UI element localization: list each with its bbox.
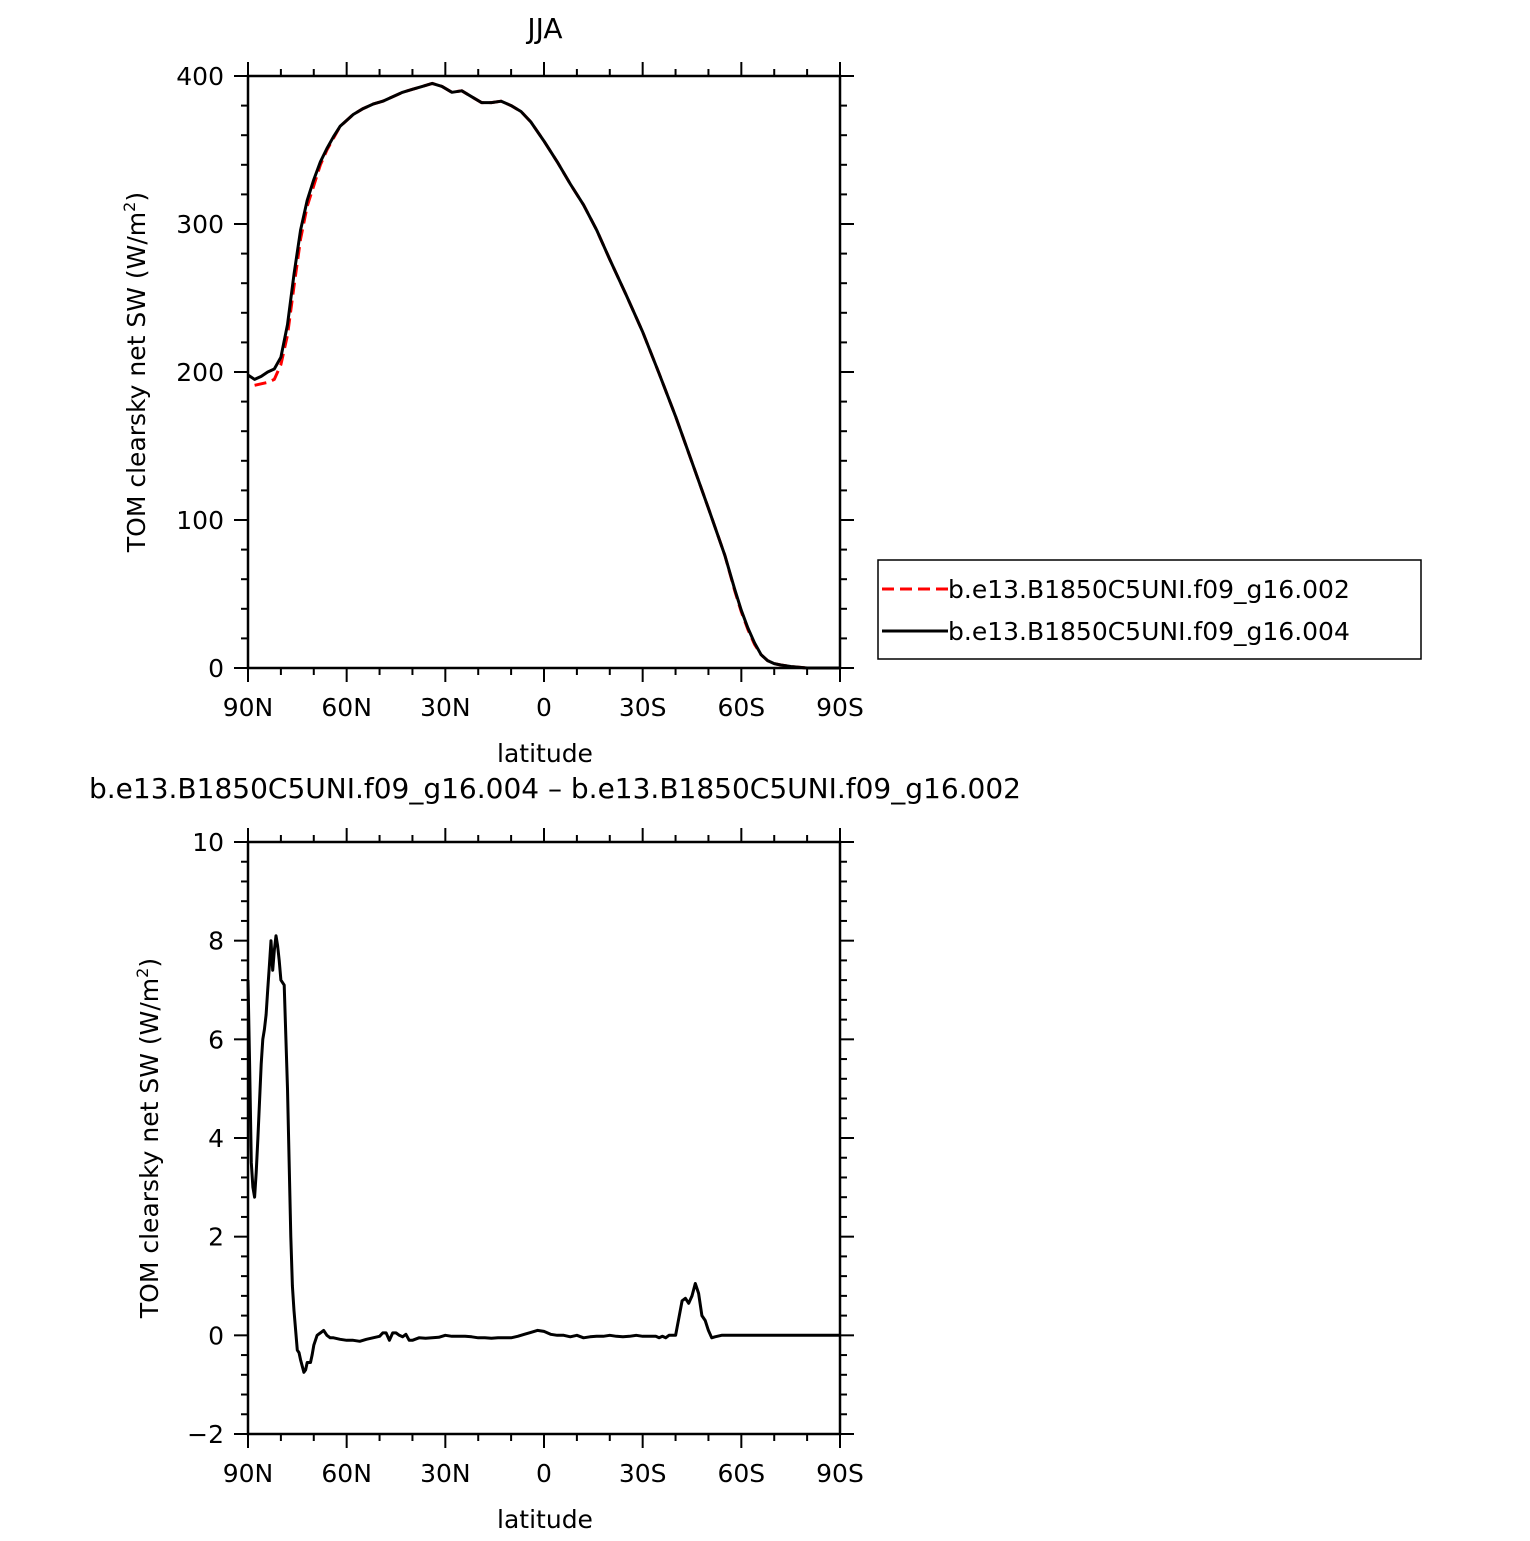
top-chart-x-tick-label: 60S <box>717 693 765 722</box>
bottom-chart-x-tick-label: 90N <box>223 1459 274 1488</box>
bottom-chart-x-tick-label: 90S <box>816 1459 864 1488</box>
bottom-chart: b.e13.B1850C5UNI.f09_g16.004 – b.e13.B18… <box>89 772 1021 1534</box>
top-chart-title: JJA <box>525 12 562 45</box>
bottom-chart-y-tick-label: −2 <box>187 1420 224 1449</box>
top-chart-series-line-0 <box>254 81 834 670</box>
legend: b.e13.B1850C5UNI.f09_g16.002 b.e13.B1850… <box>877 559 1422 660</box>
top-chart-y-tick-label: 400 <box>176 62 224 91</box>
bottom-chart-x-tick-label: 60N <box>321 1459 372 1488</box>
top-chart-x-tick-label: 0 <box>536 693 552 722</box>
bottom-chart-series-line-0 <box>246 934 840 1374</box>
top-chart-y-axis-label: TOM clearsky net SW (W/m2) <box>120 192 151 553</box>
bottom-chart-y-tick-label: 0 <box>208 1321 224 1350</box>
bottom-chart-y-tick-label: 6 <box>208 1025 224 1054</box>
bottom-chart-x-tick-label: 30N <box>420 1459 471 1488</box>
bottom-chart-y-tick-label: 4 <box>208 1124 224 1153</box>
top-chart-plot-frame <box>246 74 842 670</box>
top-chart-series-line-1 <box>247 81 840 670</box>
bottom-chart-y-axis-label: TOM clearsky net SW (W/m2) <box>133 958 164 1319</box>
top-chart-x-axis-label: latitude <box>497 739 593 768</box>
top-chart-x-tick-label: 90S <box>816 693 864 722</box>
bottom-chart-x-tick-label: 0 <box>536 1459 552 1488</box>
bottom-chart-y-tick-label: 10 <box>192 828 224 857</box>
top-chart-x-tick-label: 90N <box>223 693 274 722</box>
top-chart-x-tick-label: 30S <box>619 693 667 722</box>
bottom-chart-x-tick-label: 60S <box>717 1459 765 1488</box>
bottom-chart-y-tick-label: 8 <box>208 927 224 956</box>
top-chart-y-tick-label: 300 <box>176 210 224 239</box>
top-chart-y-tick-label: 0 <box>208 654 224 683</box>
legend-label-series-004: b.e13.B1850C5UNI.f09_g16.004 <box>948 617 1350 646</box>
top-chart: JJA 90N 60N 30N 0 30S 60S 90S 0 100 200 300 400 lat… <box>120 12 1422 768</box>
bottom-chart-y-tick-label: 2 <box>208 1223 224 1252</box>
legend-box <box>877 559 1422 660</box>
legend-label-series-002: b.e13.B1850C5UNI.f09_g16.002 <box>948 575 1350 604</box>
top-chart-x-tick-label: 30N <box>420 693 471 722</box>
bottom-chart-series <box>246 934 840 1374</box>
top-chart-series <box>247 81 840 670</box>
top-chart-x-tick-label: 60N <box>321 693 372 722</box>
bottom-chart-x-tick-label: 30S <box>619 1459 667 1488</box>
bottom-chart-title: b.e13.B1850C5UNI.f09_g16.004 – b.e13.B18… <box>89 772 1021 805</box>
bottom-chart-x-axis-label: latitude <box>497 1505 593 1534</box>
top-chart-y-tick-label: 200 <box>176 358 224 387</box>
top-chart-y-tick-label: 100 <box>176 506 224 535</box>
bottom-chart-plot-frame <box>246 840 842 1436</box>
top-chart-ticks: 90N 60N 30N 0 30S 60S 90S 0 100 200 300 400 <box>176 62 864 722</box>
